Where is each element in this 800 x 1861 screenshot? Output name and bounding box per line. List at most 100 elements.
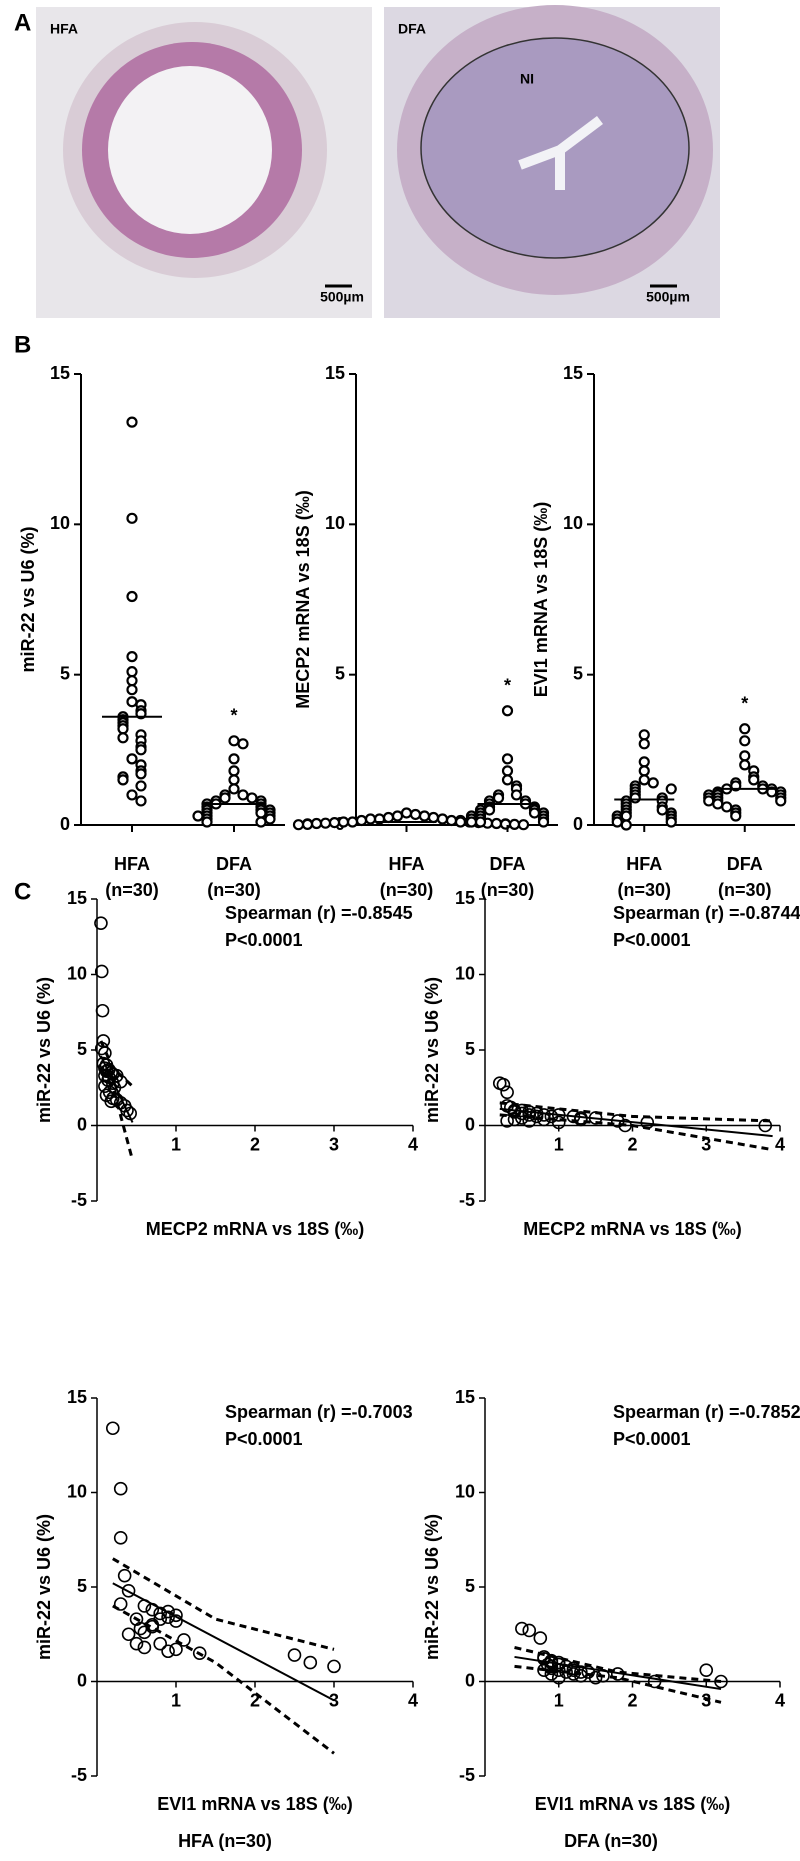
lumen bbox=[518, 116, 603, 190]
y-tick-label: 5 bbox=[465, 1039, 475, 1059]
data-point bbox=[703, 795, 715, 807]
data-point bbox=[544, 1667, 559, 1681]
regression-line bbox=[514, 1655, 722, 1691]
data-point bbox=[364, 813, 377, 825]
ci-lower bbox=[514, 1664, 722, 1704]
data-point bbox=[246, 792, 258, 804]
y-tick-label: 0 bbox=[77, 1670, 87, 1690]
y-tick-label: 15 bbox=[67, 888, 87, 908]
data-point bbox=[113, 1531, 128, 1545]
x-tick-sublabel: (n=30) bbox=[207, 880, 261, 900]
data-point bbox=[117, 774, 129, 786]
data-point bbox=[129, 1636, 144, 1651]
data-point bbox=[355, 814, 368, 827]
annotation: P<0.0001 bbox=[613, 1429, 691, 1449]
data-point bbox=[337, 816, 350, 828]
y-axis-label: miR-22 vs U6 (%) bbox=[422, 977, 442, 1123]
data-point bbox=[120, 1103, 134, 1118]
data-point bbox=[169, 1614, 183, 1628]
data-point bbox=[126, 590, 138, 603]
data-point bbox=[522, 1623, 537, 1638]
x-tick-label: 1 bbox=[554, 1134, 564, 1154]
y-tick-label: 10 bbox=[67, 1481, 87, 1501]
data-point bbox=[382, 811, 395, 824]
data-point bbox=[121, 1627, 136, 1642]
data-point bbox=[465, 816, 478, 828]
x-tick-label: 4 bbox=[408, 1690, 418, 1710]
y-axis-label: miR-22 vs U6 (%) bbox=[422, 1514, 442, 1660]
ci-lower bbox=[99, 1070, 134, 1161]
histology-dfa: DFA NI 500µm bbox=[384, 5, 720, 318]
data-point bbox=[638, 729, 650, 741]
x-axis-label: MECP2 mRNA vs 18S (‰) bbox=[146, 1219, 364, 1239]
data-point bbox=[638, 756, 650, 768]
data-point bbox=[501, 753, 514, 765]
data-point bbox=[228, 774, 240, 786]
data-point bbox=[287, 1648, 302, 1662]
data-point bbox=[522, 1114, 537, 1128]
annotation: P<0.0001 bbox=[613, 930, 691, 950]
data-point bbox=[94, 916, 108, 930]
ci-upper bbox=[112, 1557, 335, 1651]
data-point bbox=[391, 810, 404, 822]
x-tick-label: 4 bbox=[408, 1134, 418, 1154]
data-point bbox=[135, 780, 147, 792]
data-point bbox=[699, 1663, 714, 1677]
data-point bbox=[153, 1636, 167, 1651]
data-point bbox=[161, 1644, 175, 1659]
x-tick-label: 1 bbox=[171, 1134, 181, 1154]
data-point bbox=[445, 814, 458, 827]
y-tick-label: -5 bbox=[71, 1765, 87, 1785]
y-tick-label: 15 bbox=[455, 888, 475, 908]
y-tick-label: 15 bbox=[325, 363, 345, 383]
y-tick-label: 0 bbox=[465, 1670, 475, 1690]
data-point bbox=[126, 789, 138, 801]
data-point bbox=[537, 1108, 551, 1122]
annotation: P<0.0001 bbox=[225, 1429, 303, 1449]
data-point bbox=[126, 753, 138, 765]
x-tick-label: DFA bbox=[216, 854, 252, 874]
data-point bbox=[113, 1481, 128, 1496]
data-point bbox=[201, 816, 213, 828]
data-point bbox=[496, 1077, 511, 1092]
y-axis-label: MECP2 mRNA vs 18S (‰) bbox=[293, 490, 313, 708]
data-point bbox=[126, 512, 138, 524]
data-point bbox=[418, 810, 431, 822]
data-point bbox=[775, 795, 787, 807]
data-point bbox=[126, 684, 138, 696]
data-point bbox=[135, 768, 147, 780]
data-point bbox=[721, 801, 733, 813]
y-axis-label: miR-22 vs U6 (%) bbox=[18, 526, 38, 672]
y-tick-label: 0 bbox=[77, 1114, 87, 1134]
data-point bbox=[638, 738, 650, 750]
data-point bbox=[647, 777, 659, 789]
x-tick-label: 4 bbox=[775, 1134, 785, 1154]
group-label: DFA (n=30) bbox=[564, 1831, 658, 1851]
x-tick-label: 1 bbox=[554, 1690, 564, 1710]
x-tick-label: HFA bbox=[626, 854, 662, 874]
data-point bbox=[620, 810, 632, 822]
image-label: HFA bbox=[50, 21, 78, 37]
y-tick-label: 10 bbox=[50, 513, 70, 533]
data-point bbox=[551, 1115, 566, 1130]
x-axis-label: MECP2 mRNA vs 18S (‰) bbox=[523, 1219, 741, 1239]
y-tick-label: -5 bbox=[71, 1190, 87, 1210]
data-point bbox=[483, 804, 496, 816]
data-point bbox=[647, 1674, 662, 1689]
y-tick-label: 5 bbox=[573, 663, 583, 683]
x-tick-label: HFA bbox=[389, 854, 425, 874]
x-tick-label: HFA bbox=[114, 854, 150, 874]
data-point bbox=[135, 795, 147, 807]
panel-label: A bbox=[14, 9, 31, 36]
data-point bbox=[714, 1674, 728, 1689]
x-tick-label: 1 bbox=[171, 1690, 181, 1710]
data-point bbox=[228, 765, 240, 777]
significance-mark: * bbox=[741, 694, 748, 714]
data-point bbox=[507, 1112, 522, 1127]
data-point bbox=[739, 750, 751, 762]
y-axis-label: EVI1 mRNA vs 18S (‰) bbox=[531, 502, 551, 697]
y-tick-label: 5 bbox=[77, 1039, 87, 1059]
significance-mark: * bbox=[504, 675, 511, 695]
x-tick-label: DFA bbox=[490, 854, 526, 874]
histology-hfa: HFA 500µm bbox=[36, 7, 372, 318]
